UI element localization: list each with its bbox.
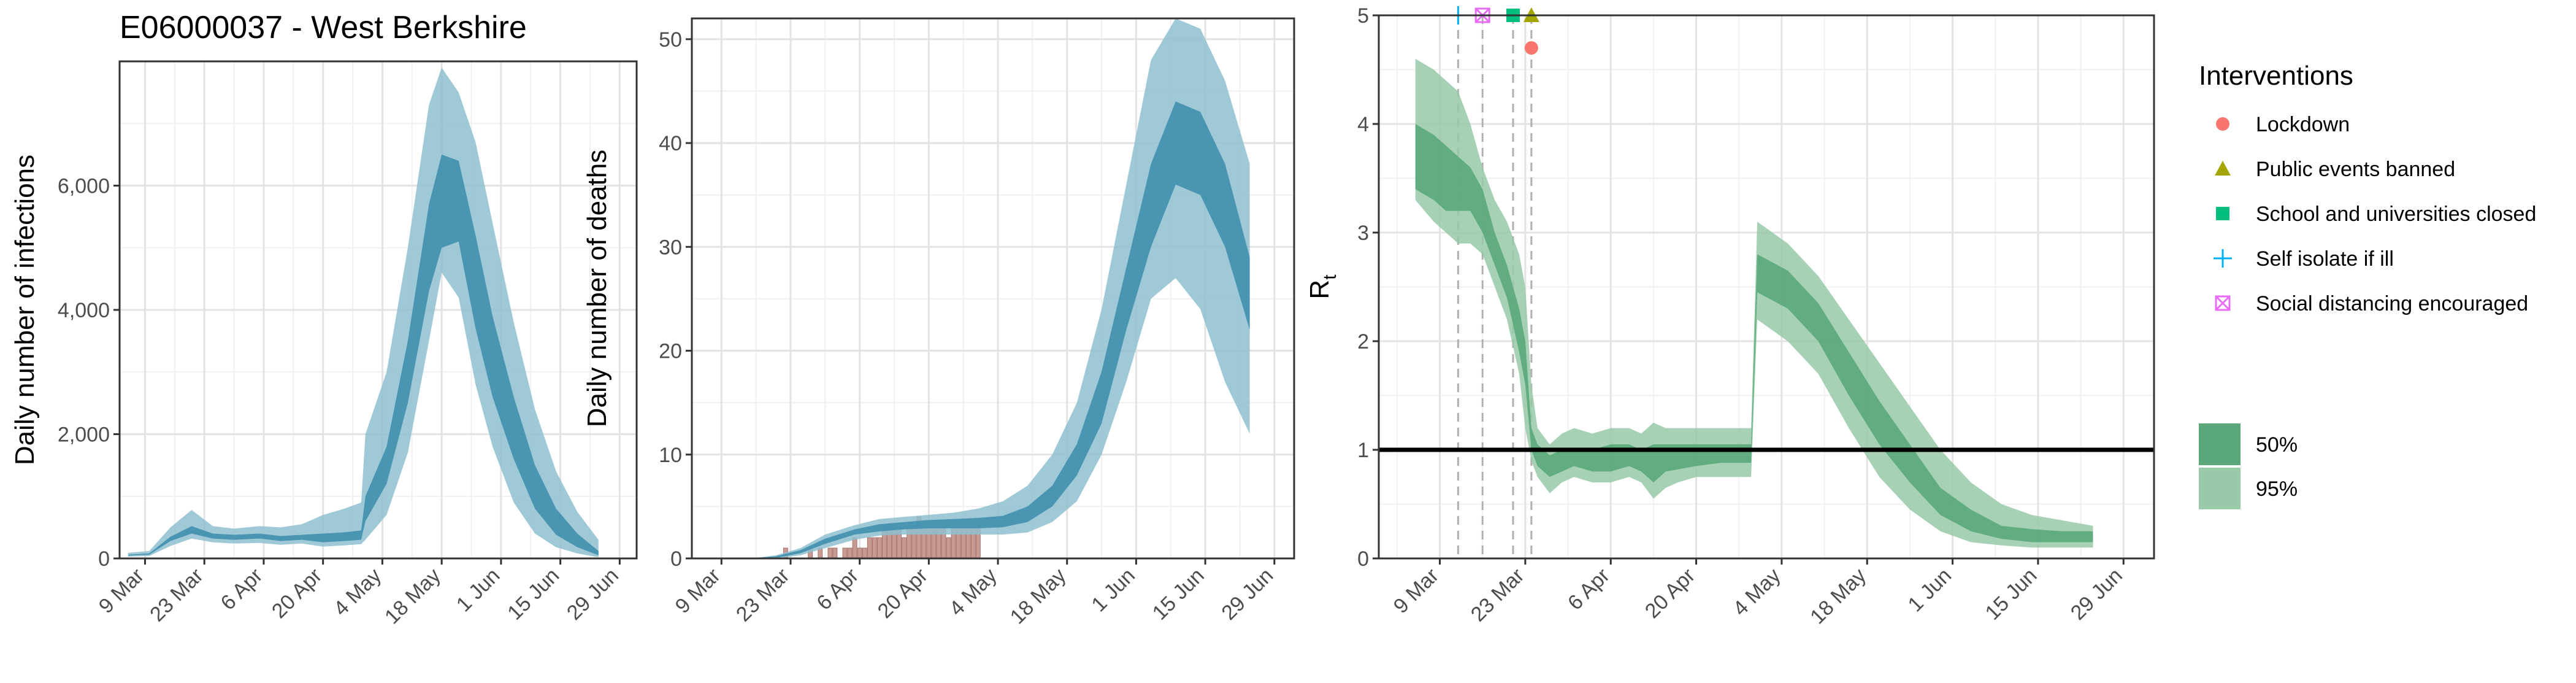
y-axis-label-subscript: t [1320, 274, 1340, 280]
figure-title: E06000037 - West Berkshire [120, 10, 527, 45]
legend-marker [2215, 161, 2231, 176]
reported-death-bar [857, 547, 862, 559]
legend-item-label: School and universities closed [2256, 203, 2536, 226]
y-tick-label: 4 [1357, 113, 1369, 136]
legend-swatch [2199, 423, 2241, 465]
legend-marker [2214, 249, 2232, 268]
reported-death-bar [946, 537, 951, 559]
ribbon-50 [702, 101, 1250, 558]
legend-swatch [2199, 468, 2241, 509]
legend-marker [2216, 117, 2229, 131]
legend-interval-label: 50% [2256, 433, 2298, 457]
y-axis-label-text: Daily number of deaths [582, 150, 612, 427]
y-tick-label: 3 [1357, 222, 1369, 245]
legend-item-label: Lockdown [2256, 113, 2350, 136]
reported-death-bar [852, 537, 857, 559]
reported-death-bar [867, 537, 872, 559]
reported-death-bar [827, 547, 833, 559]
ribbon-95 [702, 18, 1250, 558]
y-axis-label: Daily number of deaths [582, 150, 612, 427]
plot-frame [691, 17, 1295, 560]
ribbon-50 [128, 154, 599, 556]
y-axis-label: Rt [1305, 274, 1340, 299]
plot-frame [1378, 14, 2155, 560]
reported-death-bar [876, 537, 882, 559]
reported-death-bar [902, 537, 907, 559]
reported-death-bar [842, 547, 848, 559]
reported-death-bar [872, 537, 877, 559]
y-tick-label: 4,000 [58, 299, 110, 322]
y-tick-label: 1 [1357, 439, 1369, 462]
y-axis-label-text: R [1305, 280, 1335, 299]
y-tick-label: 10 [659, 444, 682, 467]
legend-item-label: Social distancing encouraged [2256, 292, 2528, 315]
y-tick-label: 0 [98, 547, 110, 571]
y-tick-label: 20 [659, 340, 682, 363]
legend-item-label: Self isolate if ill [2256, 247, 2394, 271]
y-tick-label: 6,000 [58, 175, 110, 198]
y-tick-label: 30 [659, 236, 682, 259]
y-tick-label: 0 [1357, 547, 1369, 571]
y-tick-label: 50 [659, 28, 682, 52]
legend: Interventions Lockdown Public events banne… [2199, 61, 2536, 509]
ribbon-95 [128, 68, 599, 558]
y-tick-label: 2 [1357, 330, 1369, 353]
y-tick-label: 40 [659, 132, 682, 155]
legend-interval-label: 95% [2256, 477, 2298, 501]
reported-death-bar [862, 547, 867, 559]
legend-marker [2216, 207, 2229, 220]
y-tick-label: 0 [670, 547, 682, 571]
legend-marker [2215, 295, 2231, 311]
y-tick-label: 2,000 [58, 423, 110, 447]
y-axis-label: Daily number of infections [10, 155, 40, 465]
y-axis-label-text: Daily number of infections [10, 155, 40, 465]
intervention-marker [1524, 41, 1538, 55]
legend-item-label: Public events banned [2256, 158, 2455, 181]
y-tick-label: 5 [1357, 4, 1369, 28]
legend-title: Interventions [2199, 61, 2353, 91]
reported-death-bar [832, 547, 838, 559]
reported-death-bar [847, 547, 853, 559]
